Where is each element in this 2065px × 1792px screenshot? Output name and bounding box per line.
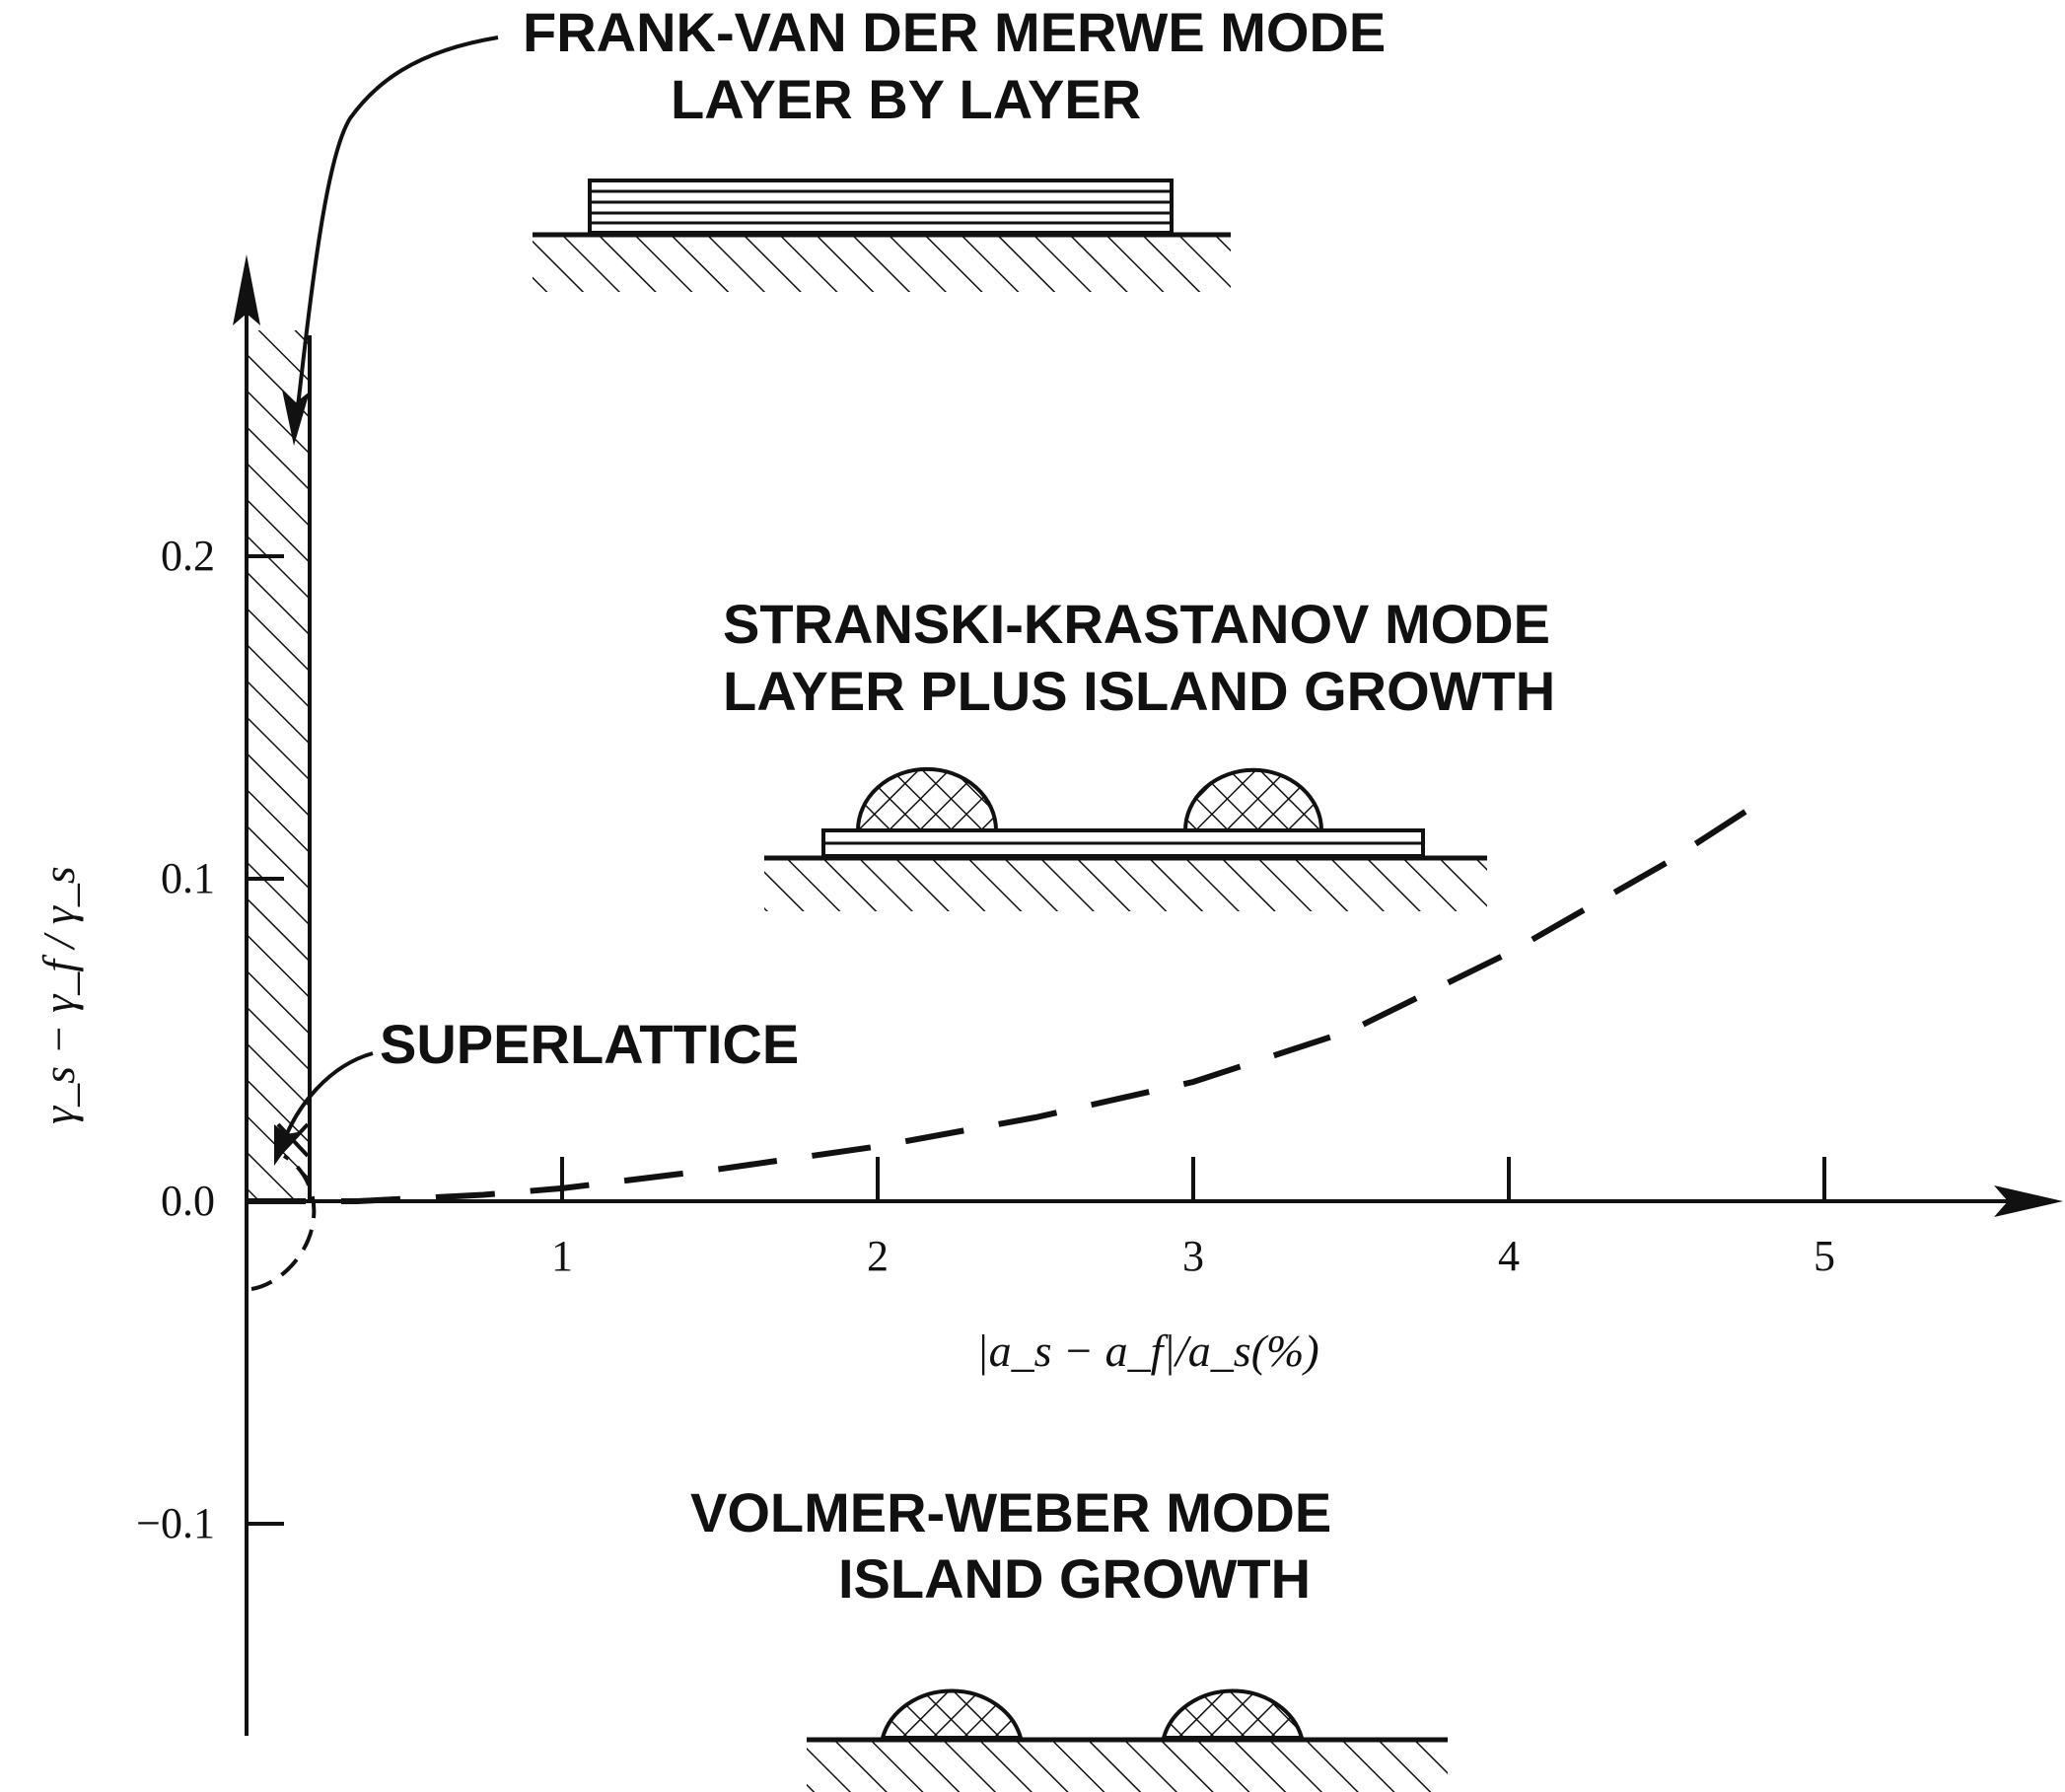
x-tick-label: 1 — [551, 1232, 573, 1280]
layer-by-layer-sketch — [533, 179, 1231, 292]
volmer-weber-subtitle: ISLAND GROWTH — [838, 1547, 1311, 1610]
x-axis-ticks: 1 2 3 4 5 — [551, 1157, 1835, 1280]
frank-van-der-merwe-pointer — [294, 36, 499, 425]
x-tick-label: 2 — [867, 1232, 889, 1280]
x-tick-label: 5 — [1814, 1232, 1835, 1280]
volmer-weber-title: VOLMER-WEBER MODE — [690, 1481, 1331, 1543]
superlattice-pointer-head — [274, 1124, 298, 1166]
frank-van-der-merwe-subtitle: LAYER BY LAYER — [671, 68, 1141, 130]
y-tick-label: 0.0 — [161, 1177, 215, 1225]
series-group — [247, 798, 1763, 1204]
x-tick-label: 3 — [1182, 1232, 1204, 1280]
superlattice-label: SUPERLATTICE — [380, 1013, 799, 1075]
y-axis-arrowhead — [233, 254, 260, 325]
y-tick-label: 0.1 — [161, 854, 215, 902]
y-axis-ticks: 0.2 0.1 0.0 −0.1 — [136, 532, 284, 1547]
y-tick-label: −0.1 — [136, 1499, 215, 1547]
superlattice-band — [247, 330, 310, 1203]
y-axis-title: γ_s − γ_f / γ_s — [34, 866, 84, 1124]
superlattice-point-loop — [250, 1154, 317, 1291]
x-tick-label: 4 — [1498, 1232, 1520, 1280]
x-axis-arrowhead — [1994, 1185, 2063, 1217]
stranski-krastanov-subtitle: LAYER PLUS ISLAND GROWTH — [723, 660, 1555, 722]
superlattice-pointer — [279, 1051, 374, 1150]
dashed-series-line — [247, 798, 1763, 1204]
frank-van-der-merwe-pointer-head — [282, 390, 310, 446]
x-axis-title: |a_s − a_f|/a_s(%) — [976, 1326, 1319, 1376]
y-tick-label: 0.2 — [161, 532, 215, 580]
island-growth-sketch — [807, 1688, 1448, 1792]
layer-plus-island-sketch — [764, 766, 1487, 911]
frank-van-der-merwe-title: FRANK-VAN DER MERWE MODE — [523, 1, 1386, 63]
stranski-krastanov-title: STRANSKI-KRASTANOV MODE — [723, 593, 1550, 655]
